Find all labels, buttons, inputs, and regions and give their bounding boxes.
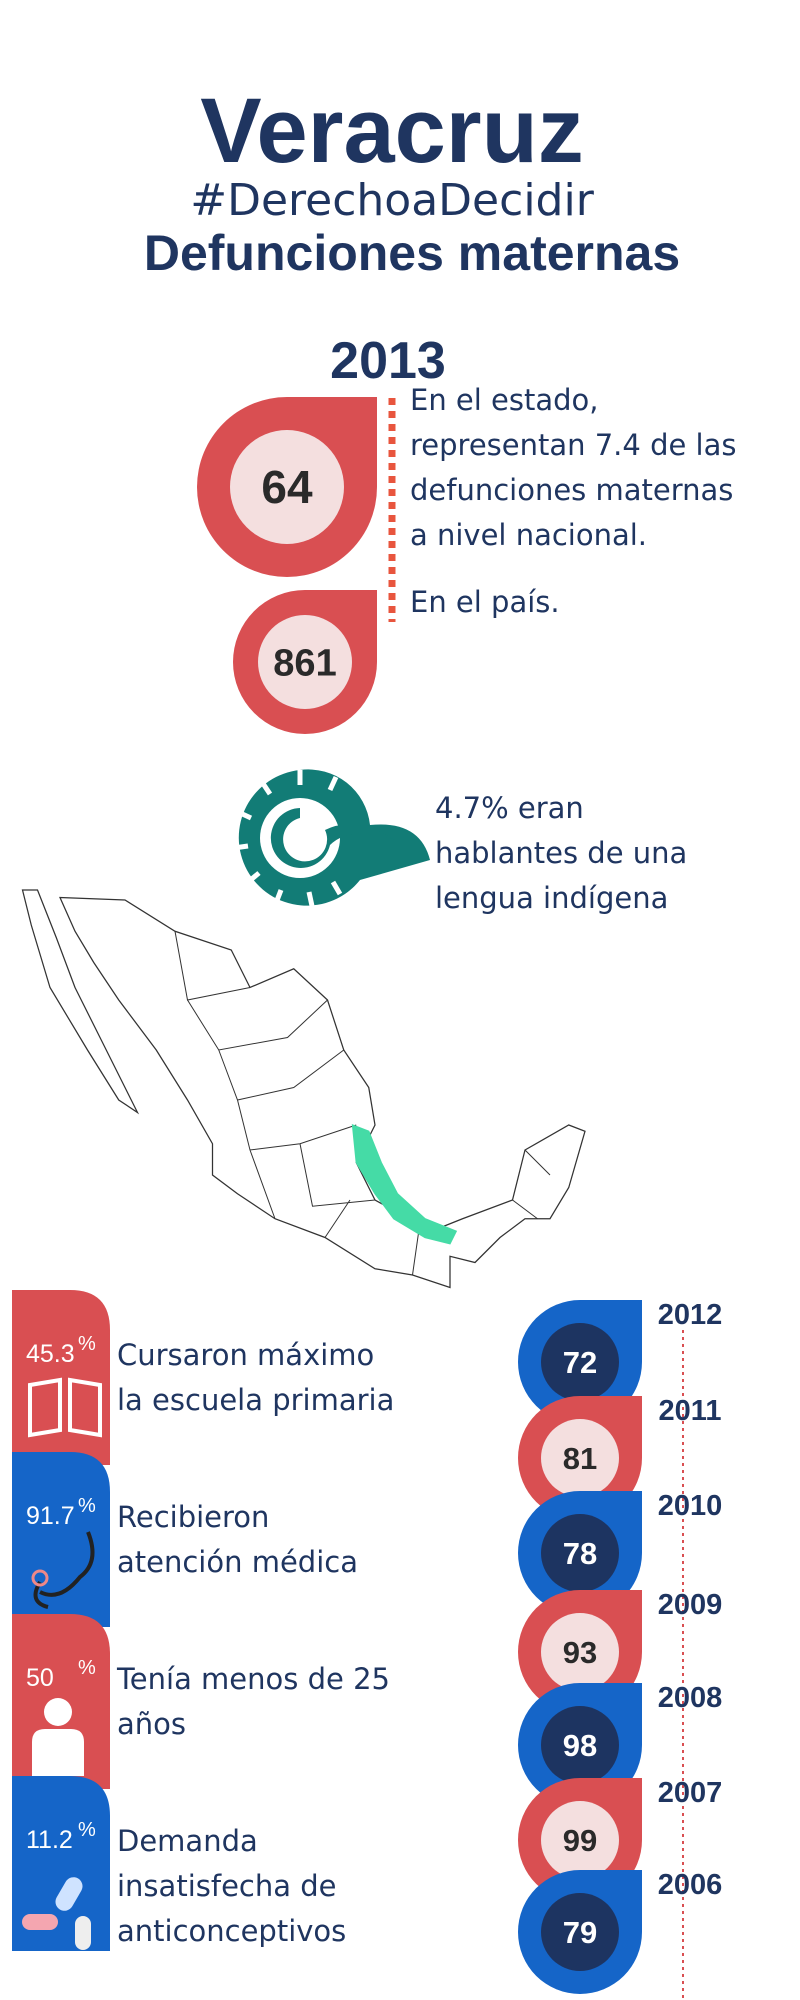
stat-text: En el país.	[410, 585, 560, 619]
characteristic-unit: %	[78, 1819, 96, 1841]
stat-text: representan 7.4 de las	[410, 428, 736, 462]
characteristic-icon	[32, 1698, 84, 1776]
timeline-year: 2010	[658, 1490, 723, 1522]
characteristic-text: Tenía menos de 25	[116, 1662, 390, 1696]
inner-circle	[541, 1514, 619, 1592]
icon-book	[28, 1377, 102, 1438]
inner-circle	[541, 1893, 619, 1971]
icon-pill	[75, 1916, 91, 1950]
inner-circle	[258, 615, 352, 709]
timeline-value: 81	[563, 1441, 597, 1476]
timeline-year: 2007	[658, 1777, 723, 1809]
stat-text: En el estado,	[410, 383, 599, 417]
characteristic-icon	[22, 1877, 91, 1950]
timeline-value: 79	[563, 1915, 597, 1950]
inner-circle	[541, 1613, 619, 1691]
characteristic-text: la escuela primaria	[117, 1383, 394, 1417]
timeline-year: 2008	[658, 1682, 723, 1714]
indigenous-text: hablantes de una	[435, 836, 687, 870]
characteristic-unit: %	[78, 1495, 96, 1517]
characteristic-unit: %	[78, 1657, 96, 1679]
timeline-value: 78	[563, 1536, 597, 1571]
timeline-year: 2011	[659, 1395, 722, 1427]
characteristic-block	[12, 1776, 110, 1951]
characteristic-text: Cursaron máximo	[117, 1338, 374, 1372]
characteristic-block	[12, 1452, 110, 1627]
timeline-value: 99	[563, 1823, 597, 1858]
timeline-year: 2006	[658, 1869, 723, 1901]
icon-body	[32, 1729, 84, 1776]
timeline-value: 72	[563, 1345, 597, 1380]
timeline-value: 93	[563, 1635, 597, 1670]
subtitle: Defunciones maternas	[144, 225, 680, 281]
title: Veracruz	[200, 80, 584, 182]
characteristic-text: anticonceptivos	[117, 1914, 346, 1948]
indigenous-icon	[233, 769, 430, 907]
indigenous-text: lengua indígena	[435, 881, 668, 915]
characteristic-text: Recibieron	[117, 1500, 269, 1534]
timeline-year: 2009	[658, 1589, 723, 1621]
characteristic-icon	[31, 1531, 95, 1609]
inner-circle	[541, 1706, 619, 1784]
characteristic-value: 50	[26, 1664, 54, 1692]
icon-stethoscope-end	[31, 1569, 49, 1587]
characteristic-value: 91.7	[26, 1502, 75, 1530]
stat-text: a nivel nacional.	[410, 518, 647, 552]
indigenous-text: 4.7% eran	[435, 791, 584, 825]
timeline-value: 98	[563, 1728, 597, 1763]
characteristic-text: atención médica	[117, 1545, 358, 1579]
characteristic-text: Demanda	[117, 1824, 258, 1858]
inner-circle	[541, 1801, 619, 1879]
characteristic-value: 45.3	[26, 1340, 75, 1368]
inner-circle	[541, 1323, 619, 1401]
characteristic-block	[12, 1290, 110, 1465]
characteristic-text: años	[117, 1707, 186, 1741]
characteristic-text: insatisfecha de	[117, 1869, 336, 1903]
icon-head	[44, 1698, 72, 1726]
stat-value: 861	[273, 642, 336, 684]
characteristic-icon	[28, 1377, 102, 1438]
inner-circle	[230, 430, 344, 544]
inner-circle	[541, 1419, 619, 1497]
timeline-year: 2012	[658, 1299, 723, 1331]
icon-pill	[22, 1914, 58, 1930]
map	[21, 889, 586, 1289]
stat-text: defunciones maternas	[410, 473, 733, 507]
characteristic-value: 11.2	[26, 1826, 73, 1854]
characteristic-unit: %	[78, 1333, 96, 1355]
stat-value: 64	[261, 461, 313, 513]
year: 2013	[330, 332, 446, 390]
hashtag: #DerechoaDecidir	[190, 175, 594, 226]
icon-pill	[55, 1877, 83, 1911]
